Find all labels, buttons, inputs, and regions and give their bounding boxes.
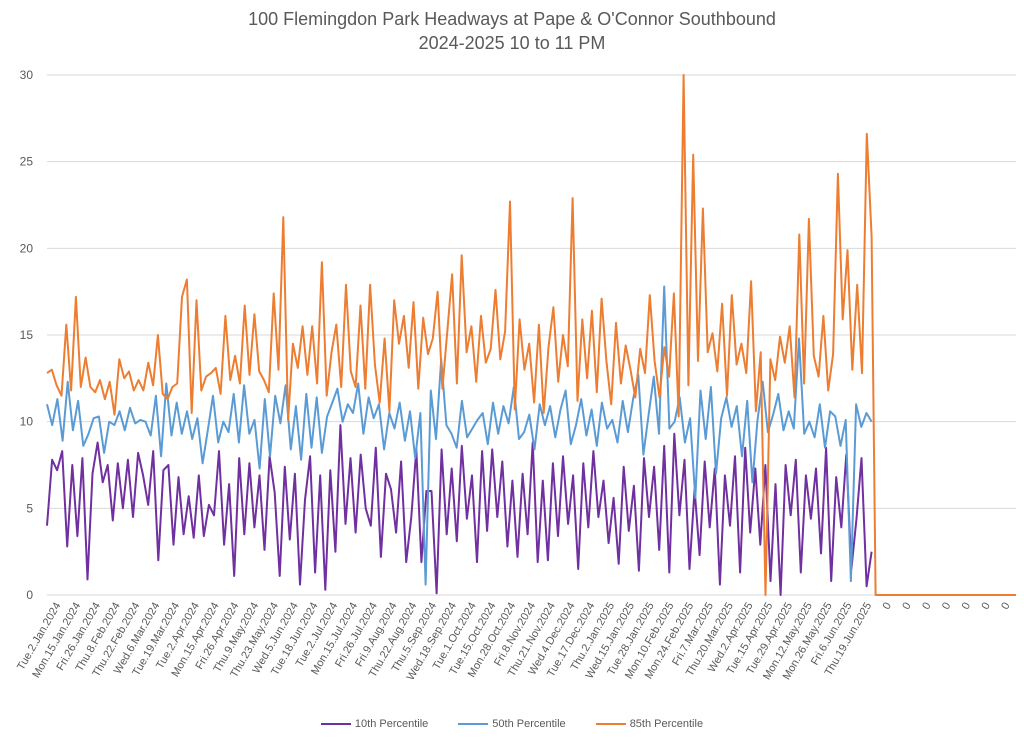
y-axis-ticks: 0 5 10 15 20 25 30 <box>20 68 34 602</box>
y-tick-label: 30 <box>20 68 34 82</box>
legend-label: 85th Percentile <box>629 718 704 730</box>
x-tick-label: 0 <box>960 601 973 612</box>
x-tick-label: 0 <box>999 601 1012 612</box>
legend: 10th Percentile 50th Percentile 85th Per… <box>0 718 1024 730</box>
chart-subtitle: 2024-2025 10 to 11 PM <box>418 33 606 53</box>
legend-label: 10th Percentile <box>354 718 429 730</box>
legend-swatch-85th <box>595 723 626 725</box>
legend-label: 50th Percentile <box>492 718 566 730</box>
legend-item-10th[interactable]: 10th Percentile <box>320 718 429 730</box>
series-lines <box>46 74 1016 596</box>
y-tick-label: 10 <box>20 415 34 429</box>
y-tick-label: 15 <box>20 328 34 342</box>
x-tick-label: 0 <box>940 601 953 612</box>
legend-swatch-50th <box>458 723 489 725</box>
chart-title: 100 Flemingdon Park Headways at Pape & O… <box>248 9 776 29</box>
gridlines <box>47 74 1016 596</box>
legend-item-85th[interactable]: 85th Percentile <box>595 718 704 730</box>
x-axis-ticks: Tue.2.Jan.2024Mon.15.Jan.2024Fri.26.Jan.… <box>15 601 1013 683</box>
legend-item-50th[interactable]: 50th Percentile <box>458 718 566 730</box>
legend-swatch-10th <box>320 723 351 725</box>
series-line-85th-percentile <box>46 74 1016 596</box>
x-tick-label: 0 <box>979 601 992 612</box>
y-tick-label: 0 <box>26 588 33 602</box>
series-line-10th-percentile <box>46 424 873 596</box>
y-tick-label: 20 <box>20 241 34 255</box>
x-tick-label: 0 <box>881 601 894 612</box>
x-tick-label: 0 <box>900 601 913 612</box>
series-line-50th-percentile <box>46 285 873 586</box>
y-tick-label: 5 <box>26 501 33 515</box>
y-tick-label: 25 <box>20 155 34 169</box>
x-tick-label: 0 <box>920 601 933 612</box>
